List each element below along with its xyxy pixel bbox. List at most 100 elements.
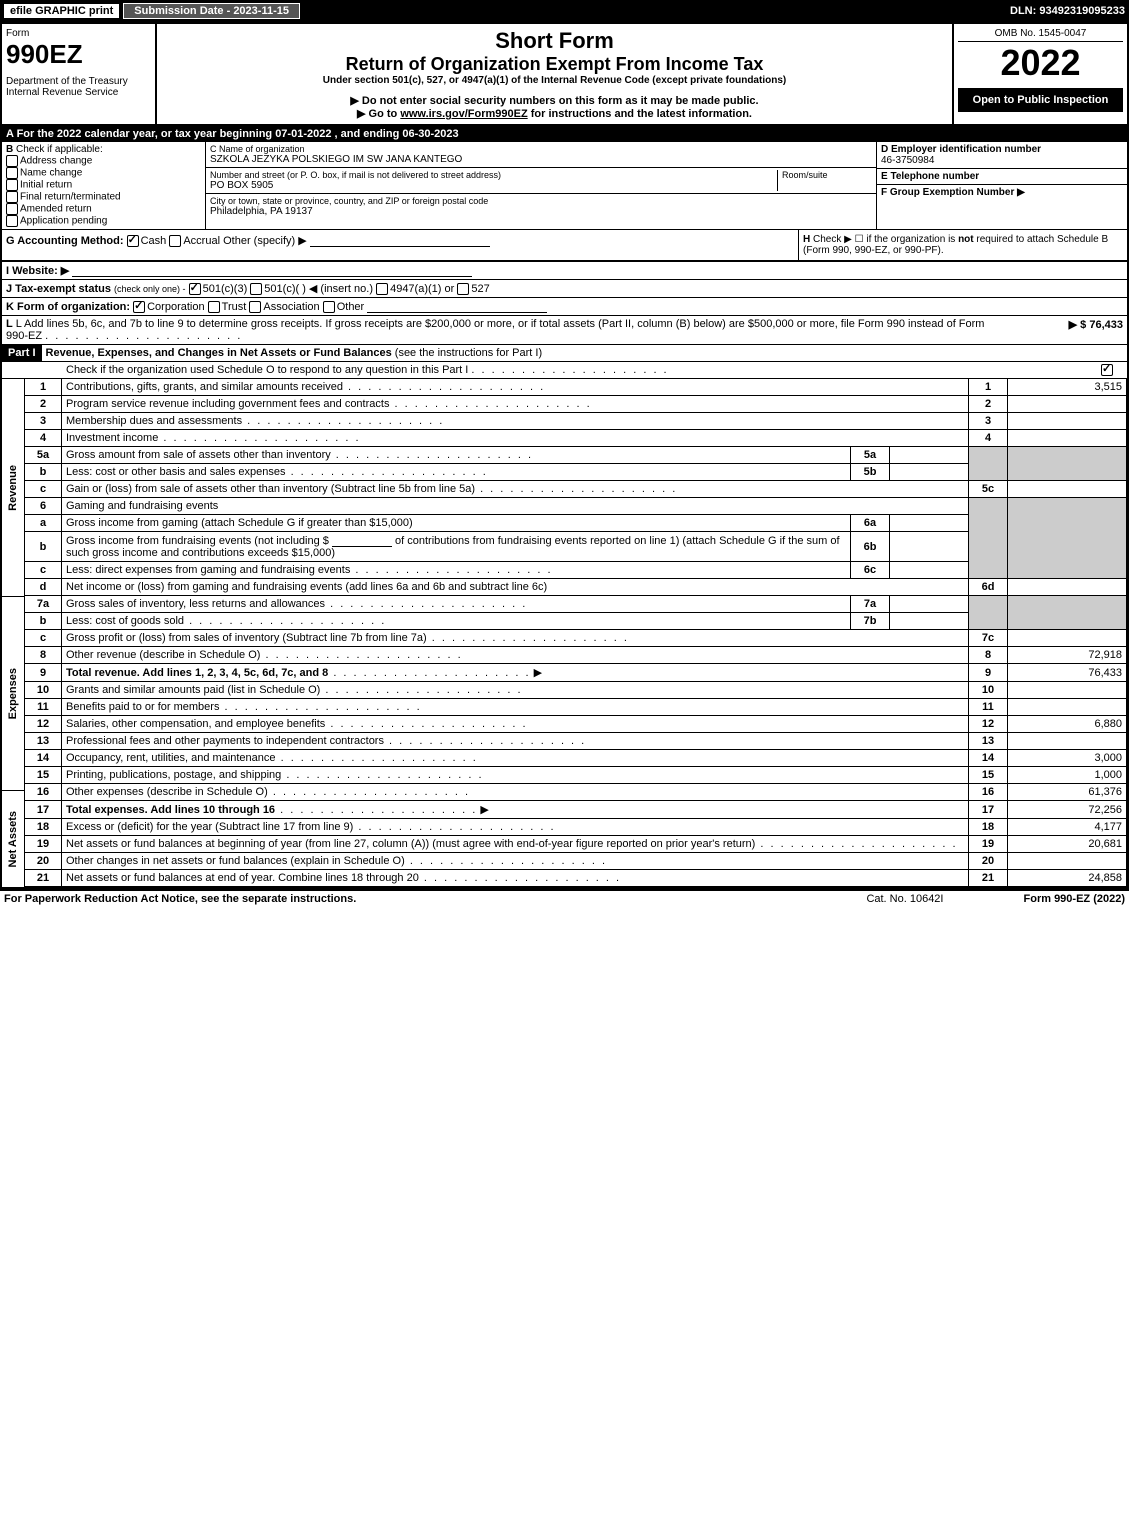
- omb-number: OMB No. 1545-0047: [958, 28, 1123, 42]
- line-7a: 7aGross sales of inventory, less returns…: [25, 596, 1127, 613]
- chk-other-org[interactable]: [323, 301, 335, 313]
- line-11: 11Benefits paid to or for members11: [25, 699, 1127, 716]
- k-other-blank[interactable]: [367, 300, 547, 313]
- opt-final-return: Final return/terminated: [20, 192, 121, 203]
- g-other-blank[interactable]: [310, 234, 490, 247]
- chk-accrual[interactable]: [169, 235, 181, 247]
- line-15: 15Printing, publications, postage, and s…: [25, 767, 1127, 784]
- l18-desc: Excess or (deficit) for the year (Subtra…: [66, 821, 353, 833]
- l19-val: 20,681: [1008, 836, 1127, 853]
- f-label: F Group Exemption Number ▶: [881, 187, 1025, 198]
- l6a-desc: Gross income from gaming (attach Schedul…: [66, 517, 413, 529]
- line-5a: 5aGross amount from sale of assets other…: [25, 447, 1127, 464]
- l7c-desc: Gross profit or (loss) from sales of inv…: [66, 632, 427, 644]
- chk-501c[interactable]: [250, 283, 262, 295]
- line-9: 9Total revenue. Add lines 1, 2, 3, 4, 5c…: [25, 664, 1127, 682]
- g-label: G Accounting Method:: [6, 235, 124, 247]
- efile-print-label[interactable]: efile GRAPHIC print: [4, 4, 119, 18]
- l2-desc: Program service revenue including govern…: [66, 398, 389, 410]
- section-h: H Check ▶ ☐ if the organization is not r…: [798, 230, 1127, 260]
- org-city: Philadelphia, PA 19137: [210, 206, 872, 217]
- chk-initial-return[interactable]: [6, 179, 18, 191]
- dept-irs: Internal Revenue Service: [6, 87, 151, 98]
- l-amount: ▶ $ 76,433: [1003, 318, 1123, 342]
- c-room-label: Room/suite: [782, 170, 872, 180]
- side-revenue: Revenue: [7, 465, 19, 511]
- l6d-desc: Net income or (loss) from gaming and fun…: [66, 581, 547, 593]
- part-i-title: Revenue, Expenses, and Changes in Net As…: [46, 347, 392, 359]
- part-i-body: Revenue Expenses Net Assets 1Contributio…: [2, 378, 1127, 887]
- chk-corp[interactable]: [133, 301, 145, 313]
- l8-desc: Other revenue (describe in Schedule O): [66, 649, 260, 661]
- l21-val: 24,858: [1008, 870, 1127, 887]
- org-street: PO BOX 5905: [210, 180, 777, 191]
- chk-name-change[interactable]: [6, 167, 18, 179]
- footer-cat: Cat. No. 10642I: [866, 893, 943, 905]
- form-outer: Form 990EZ Department of the Treasury In…: [0, 22, 1129, 889]
- goto-pre: ▶ Go to: [357, 108, 400, 120]
- chk-cash[interactable]: [127, 235, 139, 247]
- chk-4947[interactable]: [376, 283, 388, 295]
- opt-initial-return: Initial return: [20, 180, 72, 191]
- k-label: K Form of organization:: [6, 301, 130, 313]
- goto-line: ▶ Go to www.irs.gov/Form990EZ for instru…: [161, 107, 948, 120]
- l5a-desc: Gross amount from sale of assets other t…: [66, 449, 331, 461]
- k-corp: Corporation: [147, 301, 204, 313]
- k-trust: Trust: [222, 301, 247, 313]
- line-20: 20Other changes in net assets or fund ba…: [25, 853, 1127, 870]
- chk-final-return[interactable]: [6, 191, 18, 203]
- top-bar: efile GRAPHIC print Submission Date - 20…: [0, 0, 1129, 22]
- form-label: Form: [6, 28, 151, 39]
- l2-val: [1008, 396, 1127, 413]
- goto-link[interactable]: www.irs.gov/Form990EZ: [400, 108, 527, 120]
- line-6d: dNet income or (loss) from gaming and fu…: [25, 579, 1127, 596]
- section-c: C Name of organization SZKOLA JEZYKA POL…: [206, 142, 877, 229]
- opt-amended-return: Amended return: [20, 204, 92, 215]
- line-18: 18Excess or (deficit) for the year (Subt…: [25, 819, 1127, 836]
- line-7b: bLess: cost of goods sold7b: [25, 613, 1127, 630]
- g-accrual: Accrual: [183, 235, 220, 247]
- section-a: A For the 2022 calendar year, or tax yea…: [2, 126, 1127, 142]
- line-14: 14Occupancy, rent, utilities, and mainte…: [25, 750, 1127, 767]
- chk-527[interactable]: [457, 283, 469, 295]
- chk-trust[interactable]: [208, 301, 220, 313]
- section-a-text: A For the 2022 calendar year, or tax yea…: [6, 128, 459, 140]
- j-501c3: 501(c)(3): [203, 283, 248, 295]
- l5b-desc: Less: cost or other basis and sales expe…: [66, 466, 286, 478]
- l17-val: 72,256: [1008, 801, 1127, 819]
- l6b-blank[interactable]: [332, 534, 392, 547]
- l6c-desc: Less: direct expenses from gaming and fu…: [66, 564, 350, 576]
- l4-desc: Investment income: [66, 432, 158, 444]
- chk-amended-return[interactable]: [6, 203, 18, 215]
- chk-assoc[interactable]: [249, 301, 261, 313]
- line-1: 1Contributions, gifts, grants, and simil…: [25, 379, 1127, 396]
- side-expenses: Expenses: [7, 668, 19, 719]
- j-501c: 501(c)( ) ◀ (insert no.): [264, 283, 373, 295]
- l11-desc: Benefits paid to or for members: [66, 701, 219, 713]
- org-name: SZKOLA JEZYKA POLSKIEGO IM SW JANA KANTE…: [210, 154, 872, 165]
- l15-val: 1,000: [1008, 767, 1127, 784]
- dept-treasury: Department of the Treasury: [6, 76, 151, 87]
- line-2: 2Program service revenue including gover…: [25, 396, 1127, 413]
- e-label: E Telephone number: [881, 171, 979, 182]
- part-i-sub: (see the instructions for Part I): [395, 347, 542, 359]
- l18-val: 4,177: [1008, 819, 1127, 836]
- l12-val: 6,880: [1008, 716, 1127, 733]
- h-letter: H: [803, 234, 810, 245]
- chk-schedule-o[interactable]: [1101, 364, 1113, 376]
- chk-application-pending[interactable]: [6, 215, 18, 227]
- chk-address-change[interactable]: [6, 155, 18, 167]
- chk-501c3[interactable]: [189, 283, 201, 295]
- line-10: 10Grants and similar amounts paid (list …: [25, 682, 1127, 699]
- j-label: J Tax-exempt status: [6, 283, 111, 295]
- lines-table: 1Contributions, gifts, grants, and simil…: [25, 378, 1127, 887]
- k-other: Other: [337, 301, 365, 313]
- section-g: G Accounting Method: Cash Accrual Other …: [2, 230, 798, 260]
- l4-val: [1008, 430, 1127, 447]
- l19-desc: Net assets or fund balances at beginning…: [66, 838, 755, 850]
- website-blank[interactable]: [72, 264, 472, 277]
- line-6c: cLess: direct expenses from gaming and f…: [25, 562, 1127, 579]
- form-header: Form 990EZ Department of the Treasury In…: [2, 24, 1127, 126]
- l9-val: 76,433: [1008, 664, 1127, 682]
- section-i: I Website: ▶: [2, 261, 1127, 279]
